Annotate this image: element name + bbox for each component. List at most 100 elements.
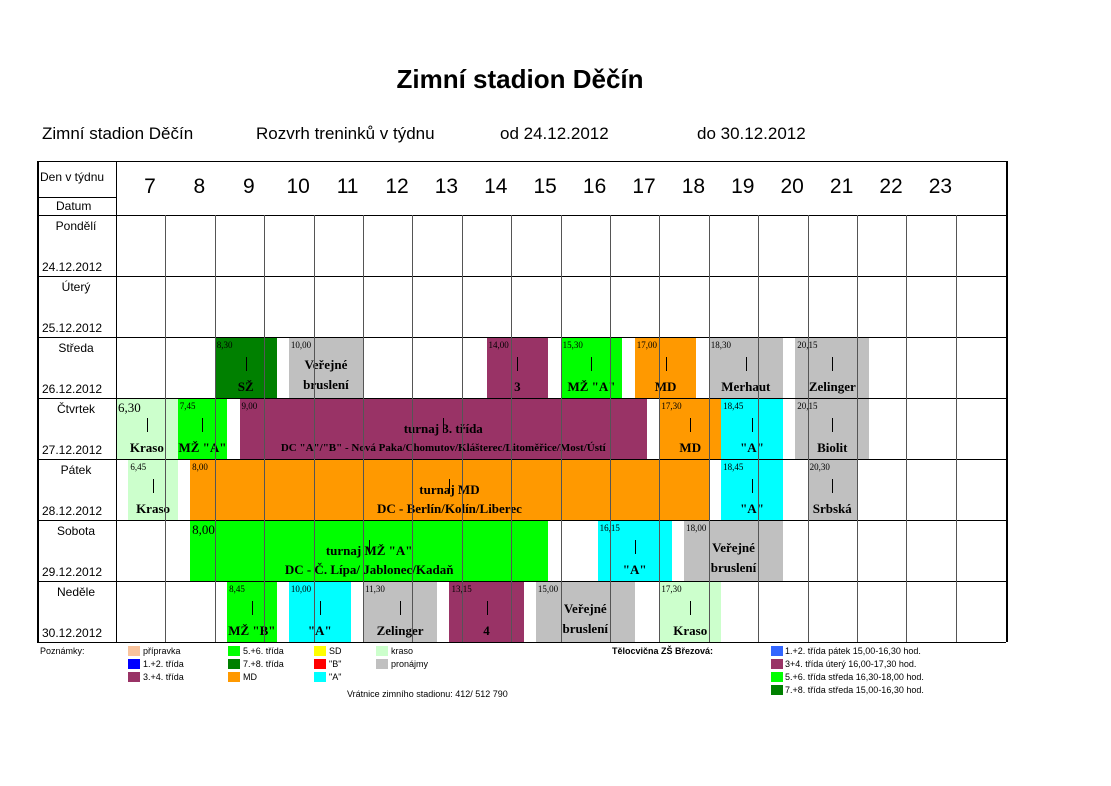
block-tick — [319, 601, 321, 615]
block-tick — [832, 357, 834, 371]
hour-label: 17 — [632, 175, 656, 198]
legend-swatch — [128, 659, 140, 669]
block-title: turnaj MD — [419, 482, 480, 497]
block-label: bruslení — [562, 621, 609, 636]
block-tick — [245, 357, 247, 371]
block-tick — [752, 479, 754, 493]
schedule-block[interactable] — [227, 582, 277, 642]
schedule-block[interactable] — [449, 582, 524, 642]
gym-swatch — [771, 659, 783, 669]
grid-line — [659, 215, 661, 642]
legend-swatch — [376, 646, 388, 656]
legend-label: 3.+4. třída — [143, 672, 184, 682]
block-tick — [832, 479, 834, 493]
block-label: Veřejné — [712, 540, 755, 555]
grid-line — [116, 161, 117, 642]
legend-label: kraso — [391, 646, 414, 656]
grid-line — [857, 215, 858, 642]
grid-line — [165, 215, 167, 642]
grid-line — [37, 161, 39, 642]
block-label: DC "A"/"B" - Nová Paka/Chomutov/Kláštere… — [280, 442, 606, 454]
schedule-block[interactable] — [535, 582, 635, 642]
grid-line — [37, 459, 1006, 460]
block-label: MŽ "A" — [178, 440, 227, 455]
block-tick — [690, 418, 692, 432]
grid-line — [214, 215, 216, 642]
grid-line — [807, 215, 809, 642]
hour-label: 21 — [829, 175, 854, 198]
block-tick — [400, 601, 402, 615]
hour-label: 12 — [385, 175, 409, 198]
grid-line — [37, 337, 1006, 338]
legend-label: 5.+6. třída — [243, 646, 284, 656]
block-tick — [591, 357, 593, 371]
hour-label: 22 — [879, 175, 903, 198]
legend-label: přípravka — [143, 646, 181, 656]
schedule-block[interactable] — [684, 521, 783, 581]
gym-title: Tělocvična ZŠ Březová: — [612, 646, 714, 656]
grid-line — [37, 520, 1006, 521]
block-time: 8,45 — [229, 584, 245, 594]
block-tick — [745, 357, 747, 371]
gym-swatch — [771, 685, 783, 695]
grid-line — [37, 161, 1006, 162]
block-time: 11,30 — [365, 584, 385, 594]
block-tick — [251, 601, 253, 615]
grid-line — [37, 276, 1006, 277]
block-tick — [832, 418, 834, 432]
day-name: Úterý — [61, 280, 91, 294]
block-time: 17,30 — [661, 401, 682, 411]
hour-label: 16 — [582, 175, 607, 198]
schedule-block[interactable] — [288, 338, 363, 398]
schedule-block[interactable] — [807, 460, 857, 520]
block-label: "A" — [622, 562, 647, 577]
hour-label: 11 — [336, 175, 359, 198]
day-name: Neděle — [56, 585, 96, 599]
block-label: Kraso — [129, 440, 164, 455]
page-title: Zimní stadion Děčín — [396, 64, 644, 94]
date-to: do 30.12.2012 — [697, 124, 806, 143]
hour-label: 7 — [144, 175, 156, 198]
block-time: 10,00 — [290, 340, 312, 350]
block-label: "A" — [740, 501, 764, 516]
block-tick — [665, 357, 667, 371]
schedule-block[interactable] — [128, 460, 178, 520]
block-label: Kraso — [136, 501, 171, 516]
block-time: 10,00 — [290, 584, 312, 594]
legend-label: "A" — [329, 672, 342, 682]
block-tick — [634, 540, 636, 554]
hour-label: 15 — [533, 175, 557, 198]
day-date: 25.12.2012 — [42, 321, 103, 335]
day-date: 26.12.2012 — [42, 382, 103, 396]
block-time: 17,00 — [636, 340, 657, 350]
block-label: Srbská — [812, 501, 852, 516]
day-date: 24.12.2012 — [42, 260, 103, 274]
block-label: DC - Č. Lípa/ Jablonec/Kadaň — [284, 562, 454, 577]
venue-label: Zimní stadion Děčín — [42, 124, 194, 143]
date-from: od 24.12.2012 — [500, 124, 609, 143]
gym-label: 1.+2. třída pátek 15,00-16,30 hod. — [785, 646, 921, 656]
date-header: Datum — [56, 199, 92, 213]
grid-line — [412, 215, 414, 642]
block-label: MD — [679, 440, 702, 455]
gym-swatch — [771, 672, 783, 682]
notes-label: Poznámky: — [40, 646, 85, 656]
hour-label: 13 — [434, 175, 459, 198]
block-time: 14,00 — [488, 340, 509, 350]
block-label: Kraso — [673, 623, 708, 638]
block-time: 18,45 — [723, 401, 744, 411]
hour-label: 14 — [484, 175, 508, 198]
day-date: 29.12.2012 — [42, 565, 103, 579]
grid-line — [461, 215, 463, 642]
block-tick — [486, 601, 488, 615]
hour-label: 20 — [780, 175, 804, 198]
block-label: Biolit — [817, 440, 848, 455]
block-label: bruslení — [303, 377, 349, 392]
block-time: 15,30 — [562, 340, 583, 350]
grid-line — [313, 215, 315, 642]
block-tick — [449, 479, 451, 493]
day-name: Čtvrtek — [56, 402, 95, 416]
block-label: 4 — [483, 623, 490, 638]
gym-label: 5.+6. třída středa 16,30-18,00 hod. — [785, 672, 924, 682]
schedule-block[interactable] — [190, 521, 549, 581]
